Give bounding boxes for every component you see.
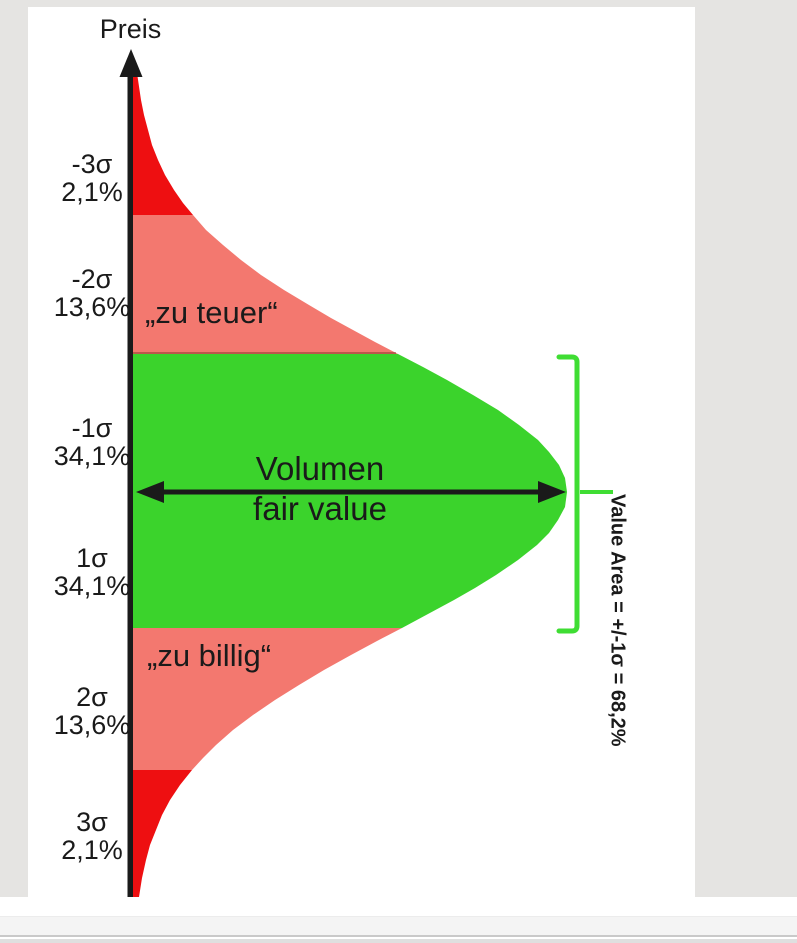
- footer-bottom-strip: [0, 939, 797, 943]
- volume-arrow-right-head-icon: [538, 481, 566, 503]
- volume-arrow-left-head-icon: [136, 481, 164, 503]
- scale-label-minus-2-sigma: -2σ 13,6%: [37, 265, 147, 321]
- sigma-percent: 2,1%: [61, 177, 123, 207]
- footer-bar: [0, 916, 797, 937]
- upper-tail-red-shape: [133, 73, 193, 215]
- scale-label-plus-1-sigma: 1σ 34,1%: [37, 544, 147, 600]
- too-expensive-label: „zu teuer“: [145, 295, 278, 330]
- lower-salmon-shape: [133, 628, 402, 770]
- sigma-value: -2σ: [71, 264, 113, 294]
- scale-label-minus-1-sigma: -1σ 34,1%: [37, 414, 147, 470]
- sigma-percent: 34,1%: [53, 441, 131, 471]
- price-axis-arrowhead-icon: [119, 49, 143, 77]
- scale-label-plus-2-sigma: 2σ 13,6%: [37, 683, 147, 739]
- sigma-percent: 2,1%: [61, 835, 123, 865]
- sigma-value: -3σ: [71, 149, 113, 179]
- too-cheap-label: „zu billig“: [147, 638, 272, 673]
- value-area-bracket: [556, 354, 580, 634]
- lower-tail-red-shape: [133, 770, 192, 897]
- sigma-percent: 13,6%: [53, 292, 131, 322]
- sigma-percent: 13,6%: [53, 710, 131, 740]
- sigma-value: 1σ: [76, 543, 108, 573]
- price-axis-line: [127, 68, 133, 897]
- sigma-percent: 34,1%: [53, 571, 131, 601]
- scale-label-plus-3-sigma: 3σ 2,1%: [37, 808, 147, 864]
- frame-strip-left: [0, 7, 28, 897]
- sigma-value: 2σ: [76, 682, 108, 712]
- price-axis-label: Preis: [99, 14, 162, 44]
- upper-salmon-shape: [133, 215, 398, 354]
- frame-strip-top: [0, 0, 797, 7]
- volume-label-line1: Volumen: [255, 450, 385, 487]
- volume-label-line2: fair value: [253, 490, 387, 527]
- scale-label-minus-3-sigma: -3σ 2,1%: [37, 150, 147, 206]
- sigma-value: 3σ: [76, 807, 108, 837]
- sigma-value: -1σ: [71, 413, 113, 443]
- frame-block-right: [695, 7, 797, 897]
